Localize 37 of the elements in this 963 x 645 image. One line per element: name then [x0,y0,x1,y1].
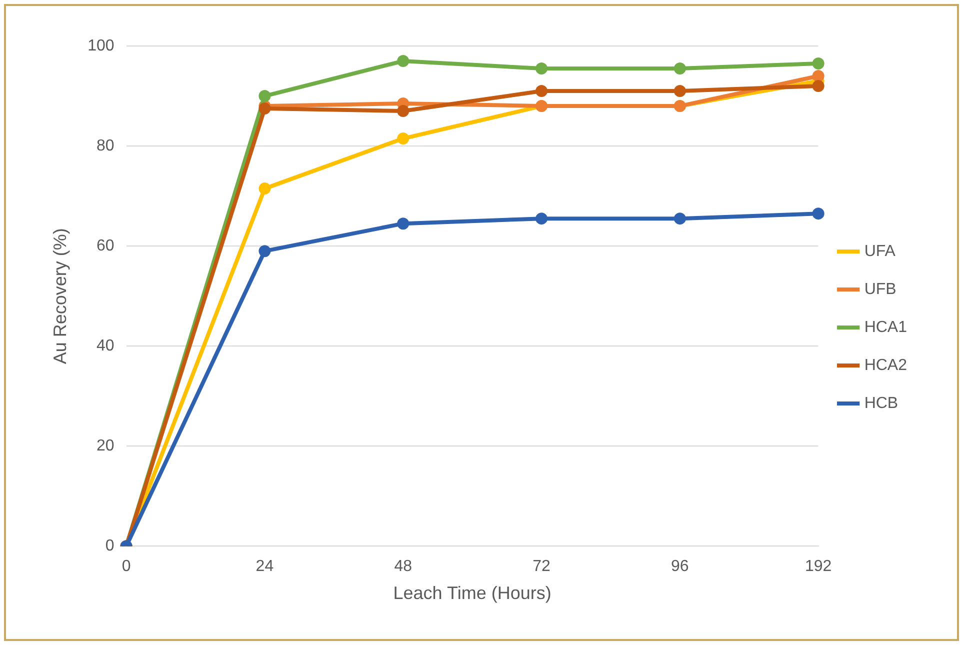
point [812,80,824,92]
x-tick-label: 96 [671,558,689,576]
x-tick-label: 72 [532,558,551,576]
point [674,62,686,75]
point [812,70,824,82]
x-tick-label: 192 [804,558,832,576]
point [397,105,410,118]
x-tick-label: 24 [256,558,274,576]
legend-label: UFA [864,242,896,260]
legend-label: HCA2 [864,356,908,374]
point [812,208,824,220]
point [397,218,410,230]
point [536,85,548,98]
point [258,90,271,102]
point [258,102,271,115]
point [812,58,824,70]
y-tick-label: 0 [105,538,114,555]
y-tick-label: 40 [96,338,114,355]
point [258,182,271,195]
y-tick-label: 20 [96,438,114,455]
y-tick-label: 100 [88,37,114,54]
point [674,212,686,225]
x-axis-title: Leach Time (Hours) [393,583,552,604]
legend-label: HCB [864,394,898,412]
y-tick-label: 60 [96,237,114,254]
y-tick-label: 80 [96,137,114,154]
point [397,55,410,68]
point [674,85,686,98]
point [258,245,271,258]
point [397,132,410,145]
x-tick-label: 48 [394,558,412,576]
point [536,212,548,225]
legend-label: HCA1 [864,318,908,336]
x-tick-label: 0 [122,558,131,576]
legend-label: UFB [864,280,896,298]
point [536,62,548,75]
y-axis-title: Au Recovery (%) [50,228,70,364]
